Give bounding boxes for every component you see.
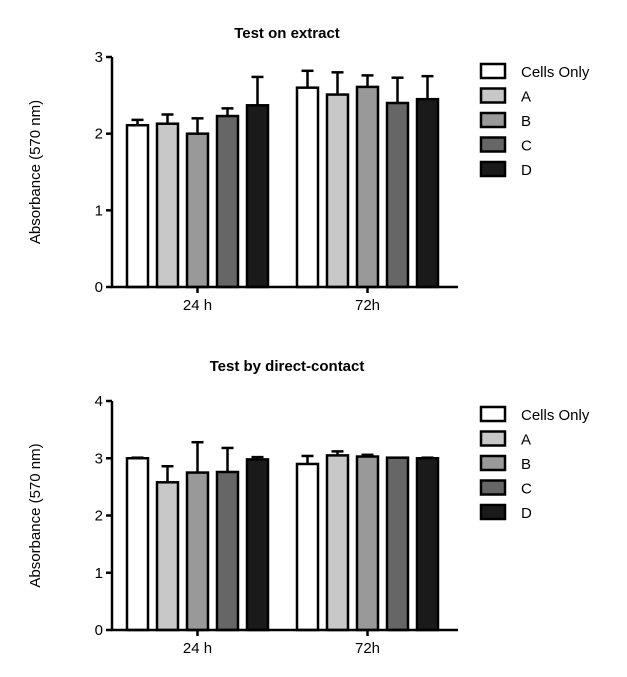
bar — [295, 86, 320, 289]
y-tick-label: 0 — [95, 279, 103, 296]
y-tick-label: 0 — [95, 622, 103, 639]
legend-label: A — [521, 432, 531, 449]
bar — [185, 132, 210, 289]
legend-label: D — [521, 162, 532, 179]
bar — [215, 114, 240, 289]
chart-panel-2: Test by direct-contact Absorbance (570 nm… — [27, 358, 590, 657]
y-tick-label: 2 — [95, 508, 103, 525]
bar — [155, 122, 180, 289]
y-tick-label: 2 — [95, 126, 103, 143]
bar — [385, 456, 410, 632]
bar — [325, 454, 350, 632]
y-axis-label: Absorbance (570 nm) — [27, 443, 44, 587]
legend-label: D — [521, 505, 532, 522]
legend-label: B — [521, 113, 531, 130]
legend-label: A — [521, 89, 531, 106]
legend-swatch — [479, 503, 507, 521]
legend-swatch — [479, 136, 507, 153]
bar — [185, 471, 210, 632]
legend-label: Cells Only — [521, 64, 590, 81]
chart-panel-1: Test on extract Absorbance (570 nm) 0 1 2 3 24… — [27, 25, 590, 314]
chart-title: Test by direct-contact — [210, 358, 365, 375]
legend-swatch — [479, 430, 507, 447]
bar — [215, 470, 240, 632]
y-tick-label: 3 — [95, 450, 103, 467]
legend-swatch — [479, 405, 507, 423]
legend-label: C — [521, 481, 532, 498]
legend-label: C — [521, 138, 532, 155]
x-tick-label: 72h — [355, 297, 380, 314]
bar — [355, 455, 380, 632]
bar — [245, 458, 270, 632]
bar — [125, 457, 150, 632]
bar — [155, 481, 180, 632]
y-tick-label: 4 — [95, 393, 103, 410]
bar — [295, 462, 320, 632]
legend-swatch — [479, 111, 507, 129]
bar — [245, 104, 270, 289]
y-tick-label: 1 — [95, 202, 103, 219]
bar — [125, 123, 150, 289]
y-tick-label: 1 — [95, 565, 103, 582]
legend-swatch — [479, 87, 507, 104]
bar — [355, 85, 380, 289]
chart-title: Test on extract — [234, 25, 340, 42]
bar — [325, 93, 350, 289]
bar — [415, 457, 440, 632]
x-tick-label: 72h — [355, 640, 380, 657]
bar — [385, 101, 410, 289]
legend-label: Cells Only — [521, 407, 590, 424]
x-tick-label: 24 h — [183, 640, 212, 657]
legend-label: B — [521, 456, 531, 473]
legend-swatch — [479, 160, 507, 178]
x-tick-label: 24 h — [183, 297, 212, 314]
legend-swatch — [479, 454, 507, 472]
legend-swatch — [479, 479, 507, 496]
legend-swatch — [479, 62, 507, 80]
bar — [415, 97, 440, 289]
y-tick-label: 3 — [95, 49, 103, 66]
y-axis-label: Absorbance (570 nm) — [27, 100, 44, 244]
